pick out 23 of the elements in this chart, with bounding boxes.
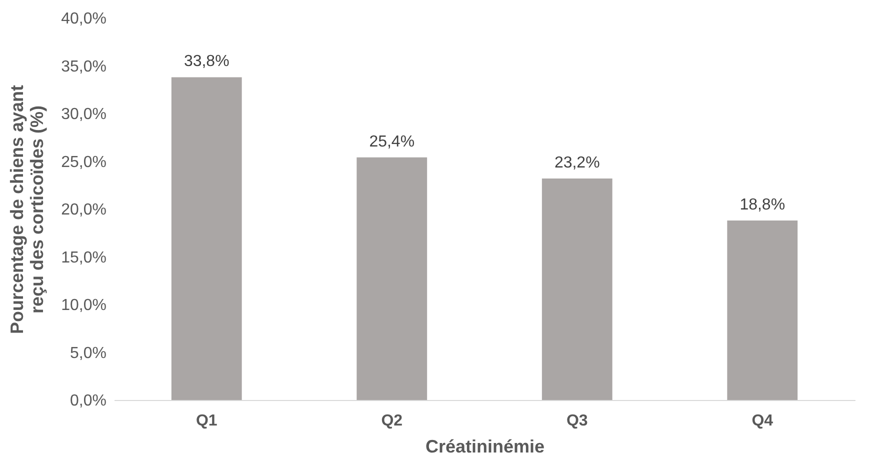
x-tick-label: Q4 bbox=[752, 412, 774, 430]
y-tick-label: 10,0% bbox=[61, 297, 106, 314]
bar bbox=[542, 178, 612, 400]
y-tick-label: 5,0% bbox=[70, 344, 106, 362]
x-tick-label: Q1 bbox=[196, 412, 218, 430]
y-tick-label: 0,0% bbox=[70, 392, 106, 410]
data-label: 33,8% bbox=[184, 53, 230, 70]
y-axis-title: Pourcentage de chiens ayant reçu des corticoïdes (%) bbox=[7, 84, 48, 334]
y-tick-label: 40,0% bbox=[61, 10, 106, 28]
bar bbox=[171, 77, 242, 400]
data-label: 25,4% bbox=[369, 133, 415, 150]
y-tick-label: 25,0% bbox=[61, 154, 106, 171]
x-tick-label: Q3 bbox=[566, 412, 588, 430]
x-axis-title: Créatininémie bbox=[425, 436, 545, 456]
bar bbox=[356, 157, 428, 400]
y-tick-label: 30,0% bbox=[61, 106, 106, 123]
bar bbox=[727, 220, 798, 400]
data-label: 23,2% bbox=[554, 154, 600, 172]
y-tick-label: 15,0% bbox=[61, 249, 106, 266]
y-tick-label: 20,0% bbox=[61, 202, 106, 218]
y-tick-label: 35,0% bbox=[61, 58, 106, 76]
data-label: 18,8% bbox=[740, 196, 786, 214]
x-tick-label: Q2 bbox=[381, 412, 403, 430]
